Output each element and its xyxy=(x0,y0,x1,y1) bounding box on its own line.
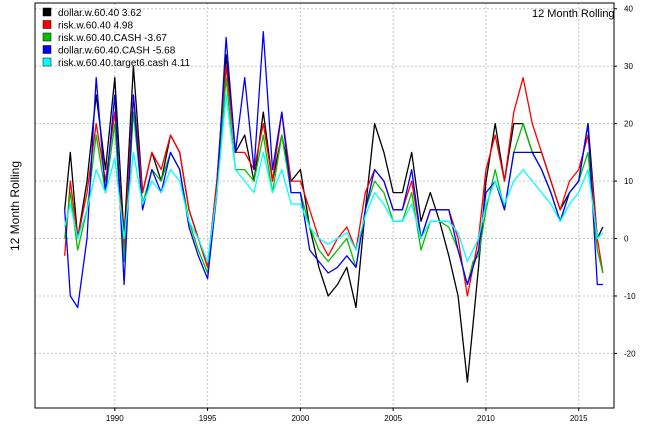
x-tick-label-0: 1990 xyxy=(106,414,124,423)
legend-swatch-2 xyxy=(42,32,52,42)
legend-swatch-3 xyxy=(42,45,52,54)
x-tick-label-3: 2005 xyxy=(384,414,402,423)
legend-label-3: dollar.w.60.40.CASH -5.68 xyxy=(58,46,176,57)
y-tick-label-2: 0 xyxy=(624,235,629,244)
legend-label-0: dollar.w.60.40 3.62 xyxy=(58,8,142,19)
plot-frame xyxy=(34,2,615,409)
grid-lines xyxy=(35,3,614,408)
y-tick-label-4: 20 xyxy=(624,120,633,129)
y-tick-label-6: 40 xyxy=(624,5,633,14)
legend-swatch-0 xyxy=(42,7,52,17)
series-line-3 xyxy=(64,31,603,309)
x-tick-label-5: 2015 xyxy=(570,414,588,423)
x-axis: 1990 1995 2000 2005 2010 2015 xyxy=(106,408,588,423)
y-axis: -20 -10 0 10 20 30 40 xyxy=(614,5,636,358)
series-lines xyxy=(64,31,604,383)
y-tick-label-1: -10 xyxy=(624,292,636,301)
y-tick-label-3: 10 xyxy=(624,177,633,186)
legend-label-2: risk.w.60.40.CASH -3.67 xyxy=(58,33,167,44)
legend-label-1: risk.w.60.40 4.98 xyxy=(58,21,133,32)
plot-background xyxy=(35,3,614,408)
legend-swatch-4 xyxy=(42,57,52,67)
series-line-4 xyxy=(64,94,604,263)
legend-swatch-1 xyxy=(42,20,52,29)
x-tick-label-4: 2010 xyxy=(477,414,495,423)
x-tick-label-2: 2000 xyxy=(291,414,309,423)
x-tick-label-1: 1995 xyxy=(199,414,217,423)
y-tick-label-0: -20 xyxy=(624,349,636,358)
legend-label-4: risk.w.60.40.target6.cash 4.11 xyxy=(58,58,191,69)
chart-title: 12 Month Rolling xyxy=(532,8,615,20)
y-tick-label-5: 30 xyxy=(624,62,633,71)
y-axis-label: 12 Month Rolling xyxy=(8,161,22,251)
